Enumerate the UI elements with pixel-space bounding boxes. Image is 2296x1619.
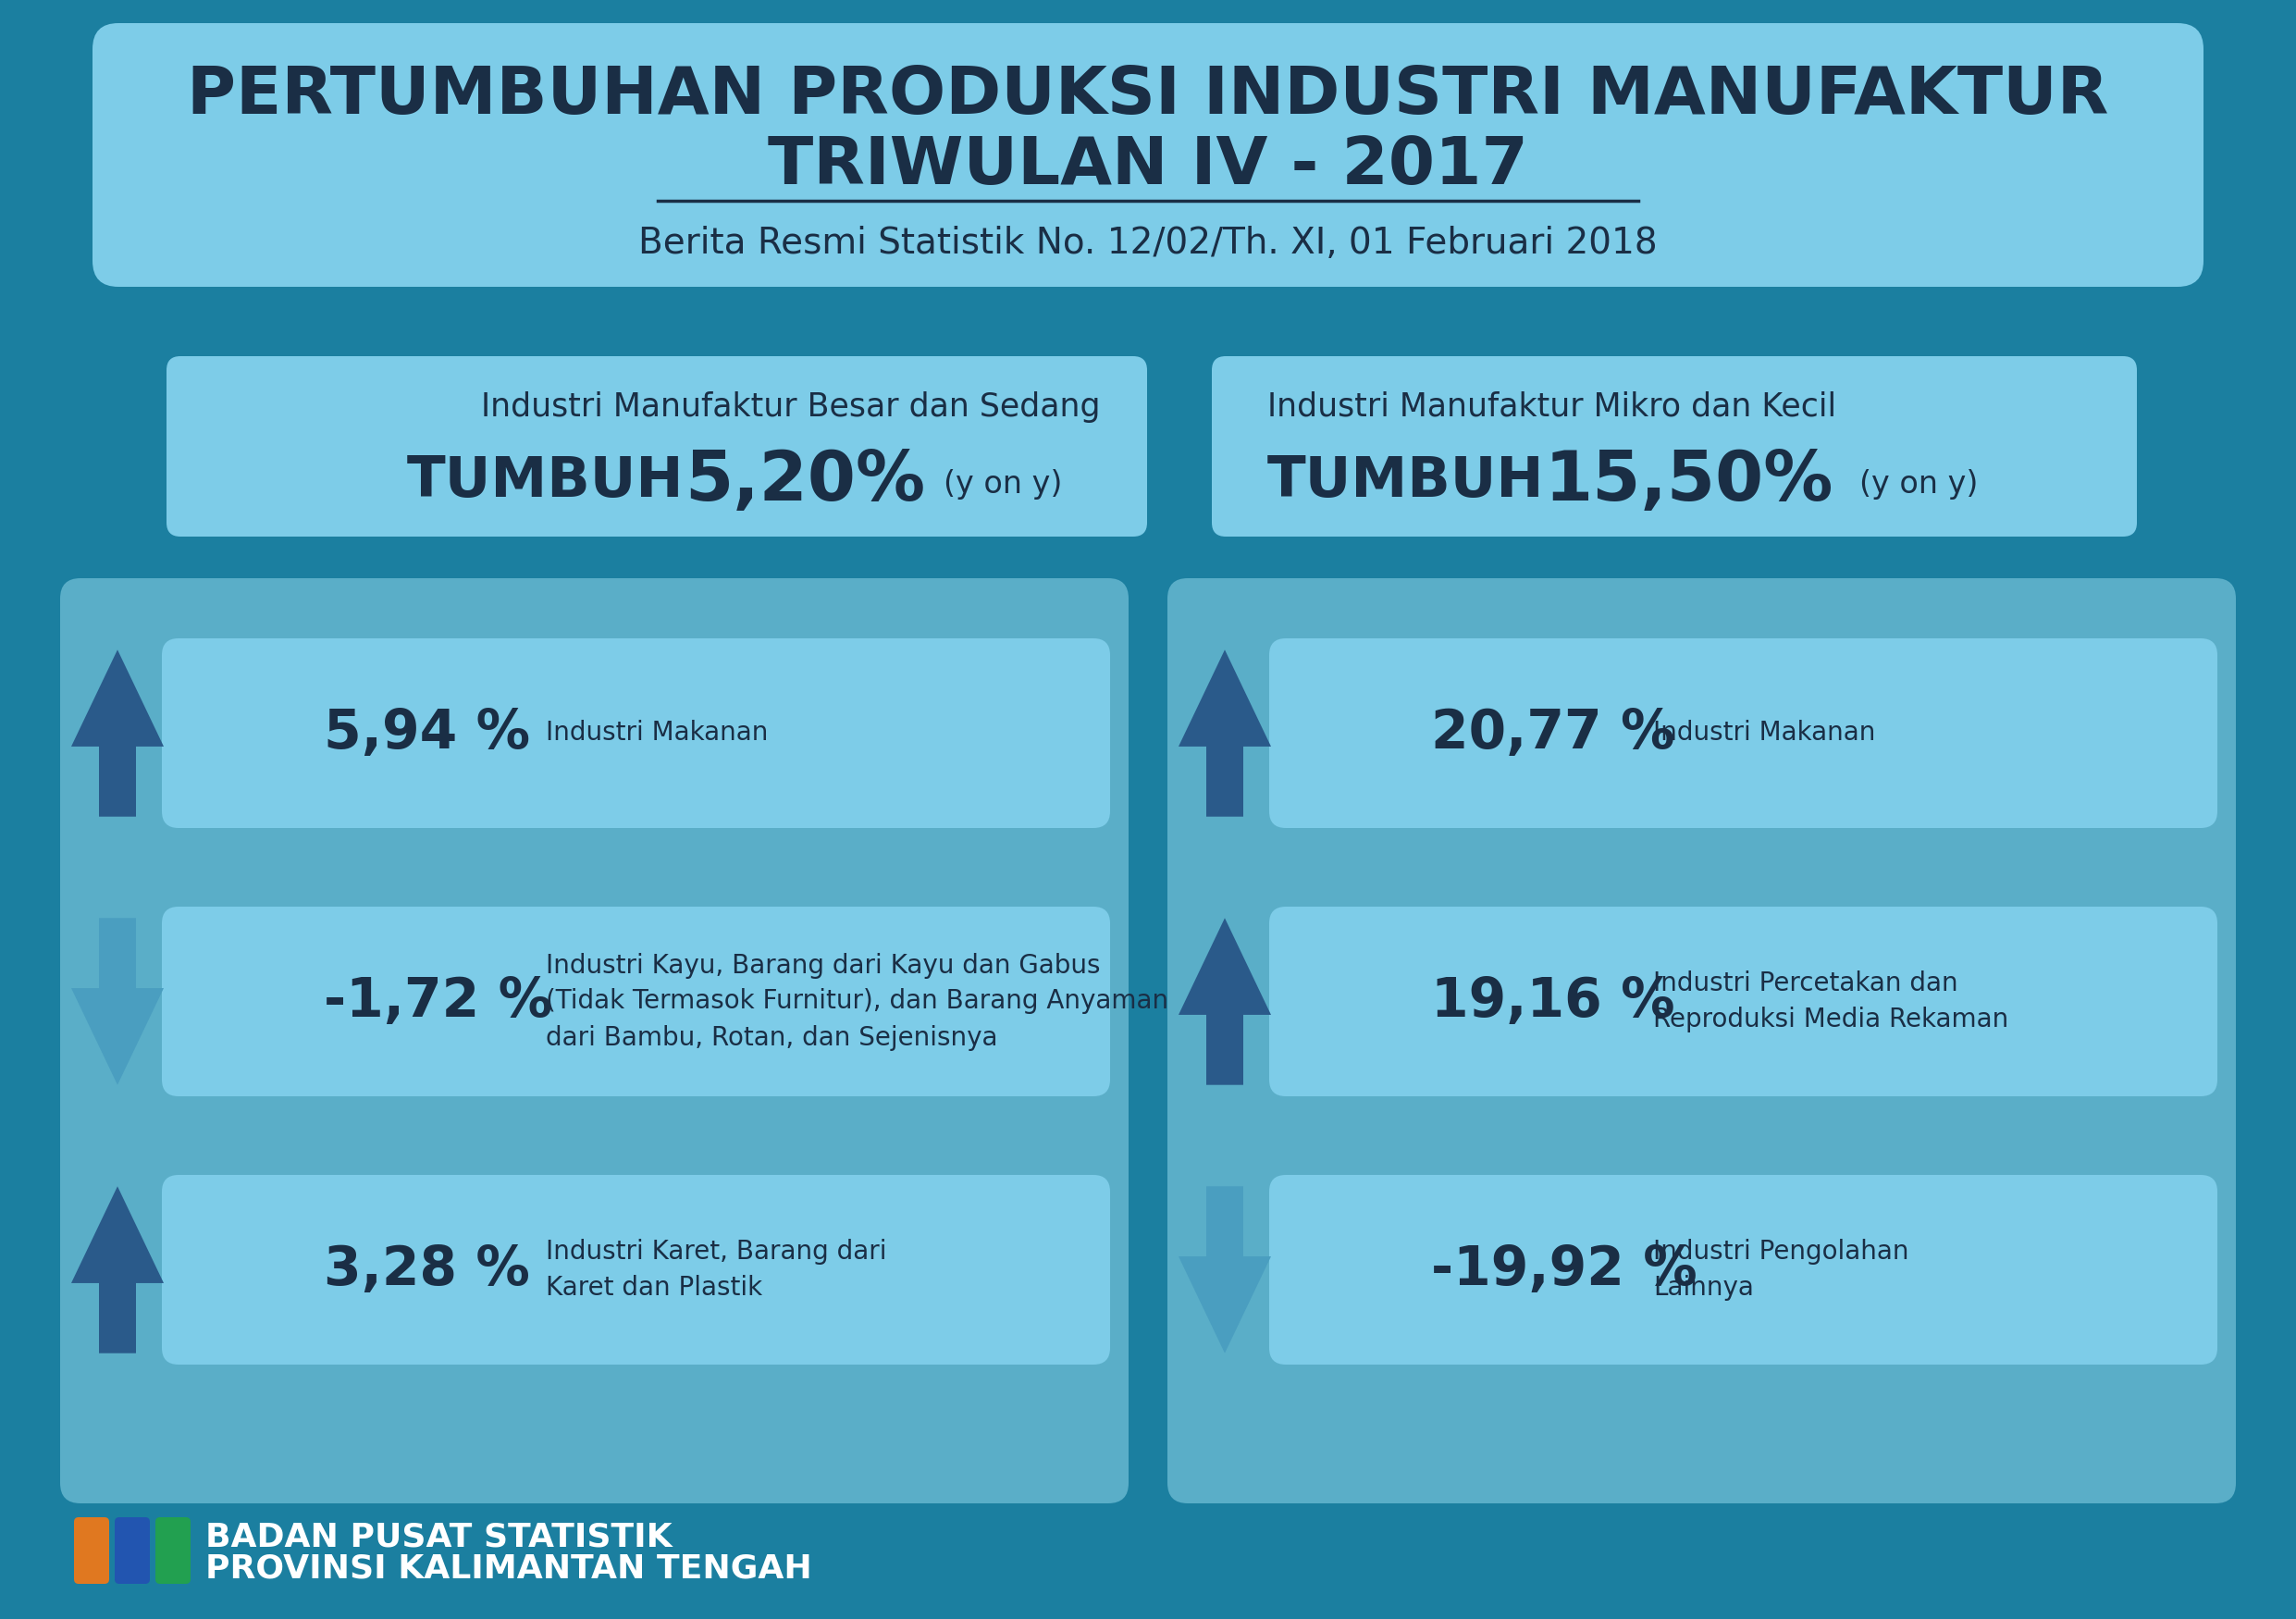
Text: PROVINSI KALIMANTAN TENGAH: PROVINSI KALIMANTAN TENGAH <box>204 1553 813 1583</box>
FancyBboxPatch shape <box>1166 578 2236 1504</box>
Text: -1,72 %: -1,72 % <box>324 975 553 1028</box>
Text: Industri Makanan: Industri Makanan <box>546 720 769 746</box>
FancyBboxPatch shape <box>1270 1175 2218 1365</box>
FancyBboxPatch shape <box>115 1517 149 1583</box>
Text: Industri Karet, Barang dari
Karet dan Plastik: Industri Karet, Barang dari Karet dan Pl… <box>546 1239 886 1300</box>
Text: 3,28 %: 3,28 % <box>324 1243 530 1297</box>
FancyBboxPatch shape <box>186 1205 296 1334</box>
Text: TRIWULAN IV - 2017: TRIWULAN IV - 2017 <box>767 134 1529 199</box>
Text: Industri Manufaktur Mikro dan Kecil: Industri Manufaktur Mikro dan Kecil <box>1267 392 1837 423</box>
Text: Industri Makanan: Industri Makanan <box>1653 720 1876 746</box>
Text: TUMBUH: TUMBUH <box>406 453 684 508</box>
Text: -19,92 %: -19,92 % <box>1430 1243 1697 1297</box>
Text: 5,20%: 5,20% <box>684 447 925 515</box>
Text: PERTUMBUHAN PRODUKSI INDUSTRI MANUFAKTUR: PERTUMBUHAN PRODUKSI INDUSTRI MANUFAKTUR <box>188 63 2108 128</box>
FancyBboxPatch shape <box>1270 638 2218 827</box>
FancyBboxPatch shape <box>60 578 1130 1504</box>
FancyBboxPatch shape <box>163 638 1109 827</box>
FancyBboxPatch shape <box>92 23 2204 287</box>
Text: Berita Resmi Statistik No. 12/02/Th. XI, 01 Februari 2018: Berita Resmi Statistik No. 12/02/Th. XI,… <box>638 225 1658 261</box>
Text: Industri Manufaktur Besar dan Sedang: Industri Manufaktur Besar dan Sedang <box>482 392 1100 423</box>
Text: BADAN PUSAT STATISTIK: BADAN PUSAT STATISTIK <box>204 1522 673 1553</box>
FancyBboxPatch shape <box>1293 937 1403 1067</box>
FancyBboxPatch shape <box>1212 356 2138 536</box>
FancyBboxPatch shape <box>168 356 1148 536</box>
FancyBboxPatch shape <box>1293 669 1403 798</box>
FancyBboxPatch shape <box>163 1175 1109 1365</box>
FancyBboxPatch shape <box>186 937 296 1067</box>
Text: 20,77 %: 20,77 % <box>1430 708 1674 759</box>
Polygon shape <box>71 649 163 816</box>
Text: 19,16 %: 19,16 % <box>1430 975 1676 1028</box>
Text: 15,50%: 15,50% <box>1545 447 1835 515</box>
Text: Industri Pengolahan
Lainnya: Industri Pengolahan Lainnya <box>1653 1239 1908 1300</box>
Polygon shape <box>1178 649 1272 816</box>
Polygon shape <box>71 1187 163 1353</box>
Text: Industri Kayu, Barang dari Kayu dan Gabus
(Tidak Termasok Furnitur), dan Barang : Industri Kayu, Barang dari Kayu dan Gabu… <box>546 952 1169 1051</box>
Text: TUMBUH: TUMBUH <box>1267 453 1545 508</box>
Text: 5,94 %: 5,94 % <box>324 708 530 759</box>
FancyBboxPatch shape <box>1270 907 2218 1096</box>
FancyBboxPatch shape <box>1293 1205 1403 1334</box>
Text: (y on y): (y on y) <box>1860 468 1979 499</box>
Text: (y on y): (y on y) <box>944 468 1063 499</box>
FancyBboxPatch shape <box>156 1517 191 1583</box>
Polygon shape <box>71 918 163 1085</box>
Polygon shape <box>1178 1187 1272 1353</box>
FancyBboxPatch shape <box>186 669 296 798</box>
Polygon shape <box>1178 918 1272 1085</box>
FancyBboxPatch shape <box>163 907 1109 1096</box>
Text: Industri Percetakan dan
Reproduksi Media Rekaman: Industri Percetakan dan Reproduksi Media… <box>1653 970 2009 1033</box>
FancyBboxPatch shape <box>73 1517 110 1583</box>
